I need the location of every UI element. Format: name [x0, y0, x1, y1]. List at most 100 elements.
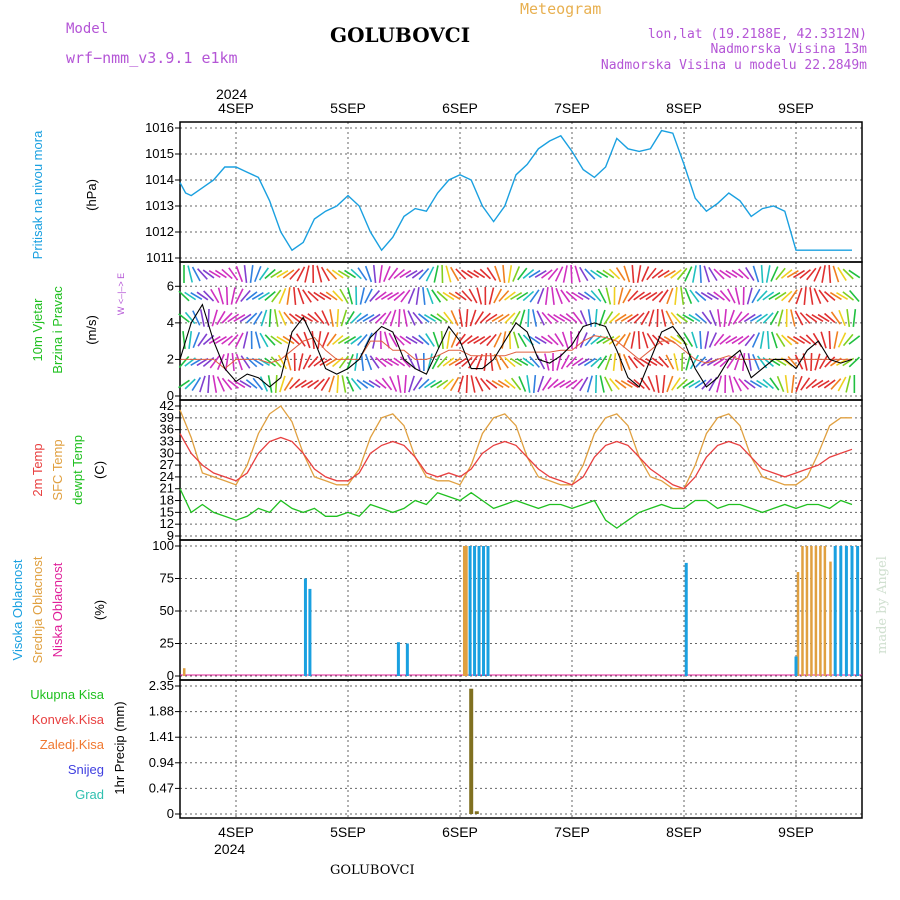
wind-barb: [620, 314, 633, 322]
wind-barb: [282, 269, 295, 279]
wind-barb: [547, 378, 559, 390]
y-tick-label: 21: [160, 481, 174, 496]
wind-barb: [227, 379, 239, 389]
wind-barb: [738, 378, 750, 390]
wind-barb: [457, 375, 464, 393]
wind-barb: [799, 312, 811, 324]
y-tick-label: 27: [160, 457, 174, 472]
wind-barb: [252, 377, 264, 391]
wind-barb: [298, 353, 304, 371]
wind-barb: [733, 376, 742, 392]
high-cloud-bar: [486, 546, 490, 676]
wind-barb: [665, 310, 675, 326]
wind-barb: [436, 379, 449, 389]
wind-barb: [375, 312, 387, 324]
wind-barb: [646, 332, 657, 348]
wind-barb: [431, 289, 442, 303]
wind-barb: [590, 335, 602, 345]
wind-barb: [579, 332, 588, 348]
wind-barb: [461, 356, 473, 368]
wind-barb: [651, 290, 664, 302]
wind-barb: [326, 333, 337, 347]
wind-barb: [725, 270, 738, 278]
wind-barb: [301, 380, 313, 388]
wind-barb: [583, 357, 596, 367]
day-label-top: 5SEP: [330, 100, 366, 116]
wind-barb: [774, 291, 787, 301]
wind-barb: [239, 313, 252, 323]
wind-barb: [282, 335, 295, 345]
wind-barb: [734, 287, 741, 305]
wind-barb: [597, 355, 608, 369]
temp-axis-title-3: dewpt Temp: [70, 435, 85, 505]
wind-barb: [436, 356, 448, 368]
wind-barb: [709, 310, 717, 326]
wind-barb: [532, 309, 538, 327]
wind-barb: [197, 268, 208, 280]
wind-barb: [842, 268, 854, 280]
wind-barb: [393, 334, 405, 346]
wind-barb: [793, 336, 805, 344]
wind-barb: [536, 287, 545, 305]
wind-barb: [615, 333, 626, 347]
wind-barb: [717, 309, 722, 327]
wind-barb: [738, 268, 750, 280]
wind-barb: [337, 335, 350, 345]
wind-barb: [800, 377, 811, 391]
wind-barb: [350, 335, 363, 345]
wind-barb: [700, 291, 713, 301]
wind-barb: [233, 314, 246, 322]
wind-barb: [670, 335, 682, 345]
wind-barb: [547, 313, 559, 323]
wind-barb: [336, 374, 340, 394]
wind-barb: [572, 311, 583, 325]
wind-barb: [719, 269, 732, 279]
day-label-bottom: 5SEP: [330, 824, 366, 840]
wind-barb: [178, 355, 190, 369]
wind-barb: [446, 331, 451, 349]
wind-barb: [742, 353, 746, 371]
wind-barb: [207, 374, 210, 394]
wind-barb: [350, 377, 362, 391]
wind-barb: [192, 310, 201, 326]
wind-barb: [208, 270, 221, 278]
wind-axis-title-1: 10m Vjetar: [30, 298, 45, 362]
wind-barb: [799, 269, 811, 279]
panel-frame: [179, 539, 863, 681]
wind-barb: [426, 287, 434, 305]
wind-barb: [221, 312, 233, 324]
wind-barb: [412, 377, 423, 391]
wind-barb: [842, 333, 854, 347]
wind-barb: [810, 352, 813, 372]
high-cloud-bar: [308, 588, 312, 676]
lonlat-label: lon,lat (19.2188E, 42.3312N): [648, 27, 867, 42]
y-tick-label: 1.41: [149, 729, 174, 744]
wind-barb: [211, 309, 218, 327]
wind-barb: [311, 331, 315, 349]
wind-barb: [356, 313, 369, 323]
wind-barb: [245, 379, 258, 389]
wind-barb: [418, 378, 430, 390]
wind-barb: [701, 311, 712, 325]
y-tick-label: 50: [160, 603, 174, 618]
wind-barb: [838, 309, 846, 327]
wind-barb: [279, 375, 286, 393]
y-tick-label: 42: [160, 398, 174, 413]
station-title: GOLUBOVCI: [330, 23, 470, 47]
wind-barb: [833, 331, 839, 349]
wind-barb: [338, 355, 349, 369]
wind-barb: [554, 333, 564, 347]
wind-barb: [688, 313, 701, 323]
temp-axis-title-1: 2m Temp: [30, 443, 45, 496]
wind-barb: [752, 354, 760, 370]
wind-barb: [599, 375, 605, 393]
wind-barb: [645, 358, 658, 366]
wind-barb: [648, 309, 655, 327]
wind-barb: [842, 291, 855, 301]
wind-barb: [321, 332, 330, 348]
wind-barb: [191, 377, 202, 391]
wind-barb: [372, 265, 377, 283]
wind-barb: [491, 314, 504, 322]
wind-barb: [326, 268, 338, 280]
wind-barb: [603, 311, 614, 325]
